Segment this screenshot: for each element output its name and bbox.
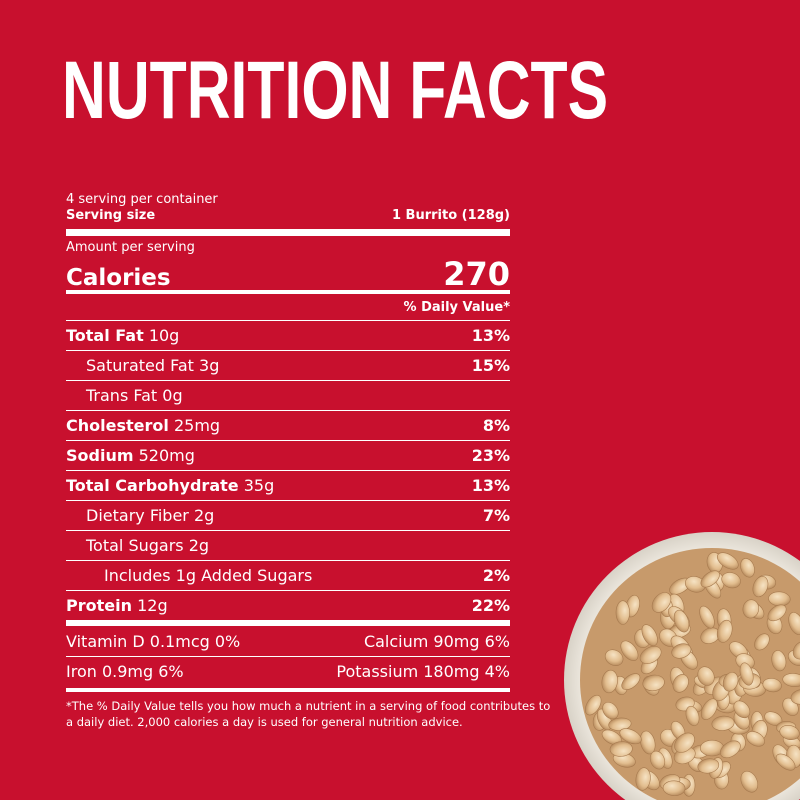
bean bbox=[604, 649, 624, 666]
calories-row: Calories 270 bbox=[66, 255, 510, 293]
bean bbox=[762, 678, 782, 693]
bean bbox=[716, 619, 733, 643]
sodium-row: Sodium 520mg 23% bbox=[66, 446, 510, 465]
bean bbox=[685, 705, 700, 727]
bean bbox=[635, 767, 651, 791]
bean bbox=[746, 731, 765, 747]
medium-divider bbox=[66, 688, 510, 692]
bean bbox=[722, 671, 739, 692]
thick-divider bbox=[66, 229, 510, 236]
beans bbox=[584, 552, 800, 797]
serving-size-value: 1 Burrito (128g) bbox=[391, 208, 510, 223]
potassium: Potassium 180mg 4% bbox=[336, 662, 510, 681]
bean bbox=[584, 694, 602, 716]
bean bbox=[721, 572, 741, 589]
daily-value-header: % Daily Value* bbox=[403, 300, 510, 315]
calcium: Calcium 90mg 6% bbox=[363, 632, 510, 651]
bean bbox=[792, 641, 800, 660]
bean bbox=[649, 750, 666, 770]
bean bbox=[615, 600, 630, 625]
bean bbox=[641, 624, 658, 647]
medium-divider bbox=[66, 290, 510, 294]
bean bbox=[739, 662, 754, 686]
bean bbox=[740, 558, 755, 578]
trans-fat-row: Trans Fat 0g bbox=[86, 386, 183, 405]
bean bbox=[782, 673, 800, 687]
bean bbox=[711, 715, 735, 731]
calories-label: Calories bbox=[66, 265, 171, 291]
bean bbox=[767, 604, 787, 622]
bean bbox=[719, 740, 741, 759]
protein-row: Protein 12g 22% bbox=[66, 596, 510, 615]
bean bbox=[754, 633, 770, 651]
calories-value: 270 bbox=[443, 255, 510, 293]
bean bbox=[740, 770, 759, 793]
bean bbox=[775, 753, 796, 771]
bean bbox=[779, 724, 800, 741]
thick-divider bbox=[66, 620, 510, 626]
bean bbox=[733, 700, 751, 719]
vitamin-d: Vitamin D 0.1mcg 0% bbox=[66, 632, 241, 651]
fiber-row: Dietary Fiber 2g 7% bbox=[86, 506, 510, 525]
bean bbox=[699, 605, 715, 629]
bean bbox=[620, 640, 639, 661]
vitamins-row-1: Vitamin D 0.1mcg 0% Calcium 90mg 6% bbox=[66, 632, 510, 651]
bean bbox=[742, 599, 760, 619]
bean bbox=[790, 688, 800, 705]
bean bbox=[771, 650, 787, 672]
bean bbox=[621, 673, 641, 690]
bean bbox=[601, 669, 618, 694]
vitamins-row-2: Iron 0.9mg 6% Potassium 180mg 4% bbox=[66, 662, 510, 681]
total-fat-row: Total Fat 10g 13% bbox=[66, 326, 510, 345]
serving-size-label: Serving size bbox=[66, 208, 156, 223]
bean bbox=[674, 732, 695, 753]
bean bbox=[671, 643, 692, 659]
carbohydrate-row: Total Carbohydrate 35g 13% bbox=[66, 476, 510, 495]
serving-size-row: Serving size 1 Burrito (128g) bbox=[66, 208, 510, 223]
bean bbox=[716, 552, 739, 570]
amount-per-serving: Amount per serving bbox=[66, 240, 195, 255]
bean bbox=[672, 674, 689, 693]
bean bbox=[673, 609, 690, 633]
page-title: NUTRITION FACTS bbox=[62, 45, 609, 136]
bean bbox=[651, 592, 672, 613]
footnote: *The % Daily Value tells you how much a … bbox=[66, 699, 551, 729]
bean bbox=[700, 570, 720, 588]
saturated-fat-row: Saturated Fat 3g 15% bbox=[86, 356, 510, 375]
bean bbox=[609, 741, 633, 757]
bean bbox=[639, 646, 662, 664]
bean bbox=[619, 728, 642, 745]
cholesterol-row: Cholesterol 25mg 8% bbox=[66, 416, 510, 435]
bean bbox=[697, 758, 720, 774]
bean bbox=[602, 701, 619, 720]
servings-per-container: 4 serving per container bbox=[66, 192, 218, 207]
added-sugars-row: Includes 1g Added Sugars 2% bbox=[104, 566, 510, 585]
divider bbox=[66, 320, 510, 321]
bean bbox=[639, 730, 656, 755]
iron: Iron 0.9mg 6% bbox=[66, 662, 184, 681]
sugars-row: Total Sugars 2g bbox=[86, 536, 210, 555]
bean bbox=[697, 666, 715, 686]
bean bbox=[642, 674, 665, 692]
bean bbox=[700, 698, 718, 720]
bean bbox=[752, 576, 769, 598]
bean bbox=[662, 780, 686, 796]
